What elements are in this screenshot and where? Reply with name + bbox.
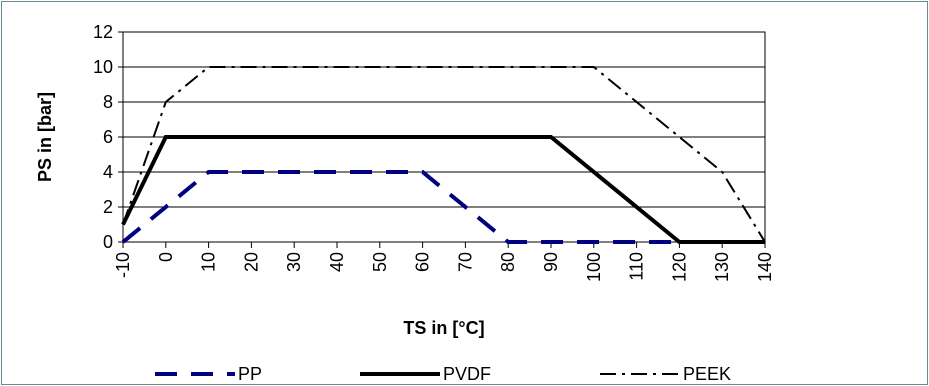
series-line-peek [122,66,766,243]
x-tick-label: 10 [199,252,219,272]
series-layer [121,66,766,244]
plot-area-border [122,31,766,243]
series-line-pvdf [121,135,765,244]
y-tick-label: 0 [103,232,113,252]
y-tick-label: 10 [93,57,113,77]
x-tick-label: 130 [712,252,732,282]
legend-label-pp: PP [238,364,262,384]
x-tick-label: 70 [455,252,475,272]
x-tick-label: 80 [498,252,518,272]
x-tick-label: 60 [413,252,433,272]
x-tick-labels: -10 0 10 20 30 40 50 60 70 80 90 100 110 120 130 140 [113,252,775,282]
grid-layer [118,31,766,248]
x-tick-label: 110 [627,252,647,281]
y-tick-label: 6 [103,127,113,147]
legend: PP PVDF PEEK [155,364,731,384]
series-line-pp [121,170,680,244]
x-tick-label: 100 [584,252,604,282]
legend-label-pvdf: PVDF [443,364,491,384]
y-tick-label: 4 [103,162,113,182]
x-tick-label: -10 [113,252,133,278]
y-tick-labels: 0 2 4 6 8 10 12 [93,22,113,252]
x-tick-label: 30 [284,252,304,272]
y-tick-label: 12 [93,22,113,42]
x-tick-label: 0 [156,252,176,262]
x-tick-label: 20 [241,252,261,272]
y-axis-title: PS in [bar] [35,92,55,182]
x-axis-title: TS in [°C] [403,318,484,338]
x-tick-label: 120 [669,252,689,282]
x-tick-label: 140 [755,252,775,282]
x-tick-label: 90 [541,252,561,272]
y-tick-label: 8 [103,92,113,112]
legend-label-peek: PEEK [683,364,731,384]
x-tick-label: 50 [370,252,390,272]
x-tick-label: 40 [327,252,347,272]
y-tick-label: 2 [103,197,113,217]
